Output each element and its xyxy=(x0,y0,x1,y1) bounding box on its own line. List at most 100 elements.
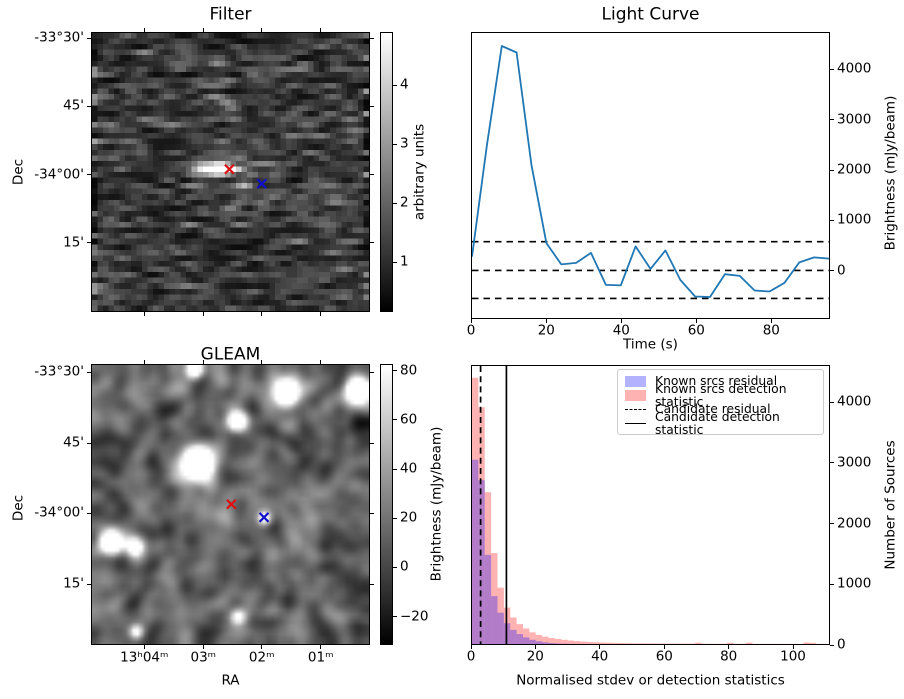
filter-ytick-label: 45' xyxy=(63,97,84,114)
gleam-colorbar-label: Brightness (mJy/beam) xyxy=(428,426,445,582)
gleam-colorbar-tick xyxy=(393,419,397,421)
gleam-ytick-right xyxy=(370,442,374,444)
histogram-xtick xyxy=(728,645,730,649)
filter-ytick xyxy=(87,37,91,39)
gleam-ytick-right xyxy=(370,512,374,514)
gleam-colorbar-tick-label: 0 xyxy=(400,558,409,575)
known-srcs-detection-bar xyxy=(599,642,606,644)
blue-x xyxy=(258,512,270,523)
histogram-ytick-label: 2000 xyxy=(837,514,872,531)
histogram-ytick-label: 4000 xyxy=(837,393,872,410)
legend-dashed-line-sample xyxy=(625,409,646,410)
gleam-colorbar-tick xyxy=(393,616,397,618)
known-srcs-detection-bar xyxy=(746,642,753,644)
gleam-ytick xyxy=(87,371,91,373)
known-srcs-detection-bar xyxy=(561,639,568,644)
light-curve-xtick xyxy=(620,319,622,323)
legend-swatch-known-residual xyxy=(625,376,646,387)
filter-colorbar-label: arbitrary units xyxy=(411,123,428,221)
light-curve-plot xyxy=(471,45,830,300)
known-srcs-detection-bar xyxy=(618,643,626,644)
filter-xtick-top xyxy=(261,28,263,32)
gleam-ytick-right xyxy=(370,583,374,585)
gleam-colorbar-tick-label: 80 xyxy=(400,361,418,378)
known-srcs-detection-bar xyxy=(586,641,594,644)
filter-xtick-top xyxy=(320,28,322,32)
known-srcs-detection-bar xyxy=(529,632,536,644)
known-srcs-detection-bar xyxy=(567,640,575,644)
histogram-xtick-label: 40 xyxy=(591,648,609,665)
known-srcs-detection-bar xyxy=(593,642,600,644)
filter-ytick-right xyxy=(370,242,374,244)
known-srcs-detection-bar xyxy=(510,617,517,644)
known-srcs-detection-bar xyxy=(695,642,702,644)
filter-colorbar-tick-label: 1 xyxy=(400,253,409,270)
filter-markers xyxy=(224,163,268,189)
filter-ytick-label: -33°30' xyxy=(34,29,84,46)
light-curve-xtick-label: 20 xyxy=(537,322,555,339)
known-srcs-detection-bar xyxy=(580,641,587,644)
light-curve-ytick xyxy=(830,169,834,171)
known-srcs-residual-bar xyxy=(516,634,524,644)
known-srcs-detection-bar xyxy=(803,642,810,644)
known-srcs-detection-bar xyxy=(554,638,562,644)
light-curve-title: Light Curve xyxy=(601,4,700,25)
light-curve-xtick xyxy=(470,319,472,323)
known-srcs-residual-bar xyxy=(535,641,543,644)
gleam-ylabel: Dec xyxy=(10,494,27,522)
light-curve-ytick-label: 1000 xyxy=(837,211,872,228)
known-srcs-detection-bar xyxy=(535,634,543,644)
known-srcs-residual-bar xyxy=(478,480,485,644)
light-curve-xlabel: Time (s) xyxy=(623,336,678,353)
known-srcs-detection-bar xyxy=(637,643,645,644)
histogram-xtick xyxy=(792,645,794,649)
known-srcs-detection-bar xyxy=(809,642,817,644)
filter-ytick-right xyxy=(370,105,374,107)
gleam-markers xyxy=(226,498,270,523)
light-curve-ytick xyxy=(830,219,834,221)
gleam-colorbar-tick-label: 20 xyxy=(400,509,418,526)
legend-label: Known srcs detection statistic xyxy=(655,382,787,409)
known-srcs-detection-bar xyxy=(650,643,657,644)
gleam-panel-title: GLEAM xyxy=(200,344,261,365)
histogram-xtick-label: 100 xyxy=(780,648,806,665)
light-curve-ytick xyxy=(830,119,834,121)
histogram-ytick-label: 0 xyxy=(837,636,846,653)
known-srcs-detection-bar xyxy=(491,553,498,644)
gleam-xtick-label: 01ᵐ xyxy=(307,649,334,666)
gleam-xtick xyxy=(202,645,204,649)
known-srcs-residual-bar xyxy=(554,643,562,644)
histogram-ytick-label: 3000 xyxy=(837,454,872,471)
light-curve-xtick xyxy=(695,319,697,323)
known-srcs-residual-bar xyxy=(529,639,536,644)
light-curve-panel xyxy=(471,32,830,319)
histogram-xtick-label: 80 xyxy=(720,648,738,665)
gleam-colorbar-tick xyxy=(393,468,397,470)
known-srcs-residual-bar xyxy=(523,637,530,644)
histogram-ytick-label: 1000 xyxy=(837,575,872,592)
light-curve-ytick-label: 3000 xyxy=(837,110,872,127)
filter-colorbar-tick-label: 2 xyxy=(400,194,409,211)
known-srcs-detection-bar xyxy=(478,407,485,644)
gleam-colorbar-tick xyxy=(393,566,397,568)
known-srcs-detection-bar xyxy=(523,628,530,644)
histogram-ytick xyxy=(830,401,834,403)
gleam-xtick-label: 13ʰ04ᵐ xyxy=(120,649,169,666)
red-x xyxy=(226,498,237,510)
light-curve-xtick-label: 0 xyxy=(466,322,476,339)
gleam-colorbar-tick-label: 40 xyxy=(400,460,418,477)
legend-item-candidate-detection: Candidate detection statistic xyxy=(625,411,817,436)
gleam-ytick-label: -33°30' xyxy=(34,363,84,380)
known-srcs-detection-bar xyxy=(548,637,555,644)
filter-ytick-label: 15' xyxy=(63,233,84,250)
gleam-xtick-label: 03ᵐ xyxy=(190,649,217,666)
histogram-xtick xyxy=(599,645,601,649)
known-srcs-detection-bar xyxy=(472,377,479,644)
histogram-xtick-label: 60 xyxy=(655,648,673,665)
gleam-xtick-top xyxy=(143,360,145,364)
histogram-xtick xyxy=(470,645,472,649)
filter-ytick-label: -34°00' xyxy=(34,165,84,182)
known-srcs-detection-bar xyxy=(612,642,619,644)
known-srcs-residual-bar xyxy=(497,612,504,644)
filter-ytick xyxy=(87,105,91,107)
